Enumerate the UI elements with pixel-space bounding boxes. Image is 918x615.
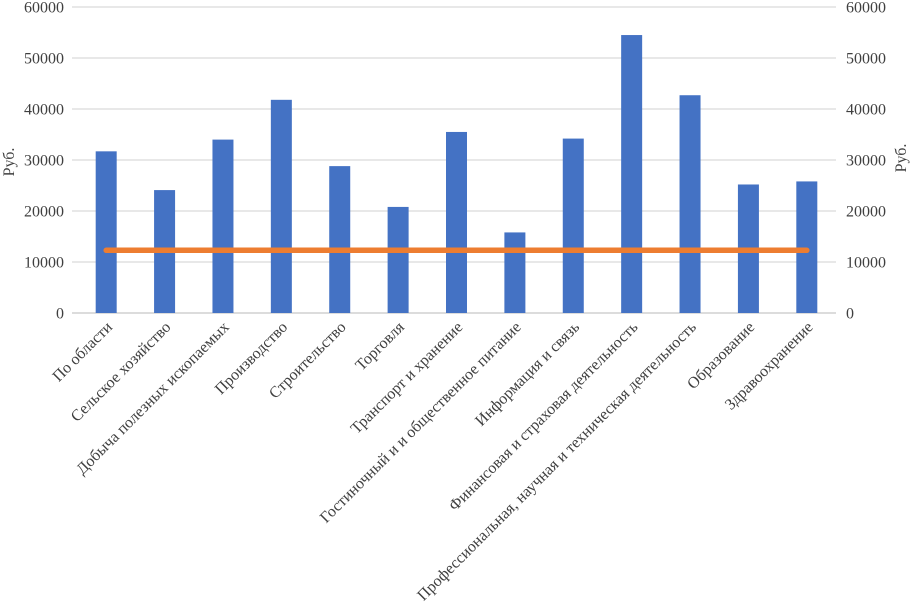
y-tick-label-right: 50000: [846, 51, 886, 68]
bar-4: [329, 166, 351, 313]
y-tick-label-right: 40000: [846, 102, 886, 119]
y-tick-label-right: 60000: [846, 0, 886, 17]
category-label-1: Сельское хозяйство: [68, 319, 175, 426]
y-tick-label-left: 20000: [24, 204, 64, 221]
bar-5: [387, 206, 409, 313]
y-tick-label-left: 50000: [24, 51, 64, 68]
bar-8: [562, 138, 584, 313]
bar-9: [621, 35, 643, 314]
category-label-6: Транспорт и хранение: [348, 319, 467, 438]
y-tick-label-right: 10000: [846, 255, 886, 272]
category-label-8: Информация и связь: [472, 319, 583, 430]
bar-6: [446, 131, 467, 313]
bar-3: [270, 99, 292, 313]
y-tick-label-left: 10000: [24, 255, 64, 272]
y-tick-label-left: 30000: [24, 153, 64, 170]
category-label-10: Профессиональная, научная и техническая …: [414, 319, 700, 605]
y-tick-label-left: 40000: [24, 102, 64, 119]
bar-7: [504, 232, 526, 313]
y-tick-label-right: 30000: [846, 153, 886, 170]
category-label-7: Гостиночный и и общественное питание: [317, 319, 525, 527]
bar-2: [212, 139, 234, 313]
bar-10: [679, 95, 701, 313]
y-tick-label-right: 20000: [846, 204, 886, 221]
bar-12: [796, 181, 818, 313]
bar-0: [95, 151, 117, 313]
y-tick-label-right: 0: [846, 306, 854, 323]
y-tick-label-left: 0: [56, 306, 64, 323]
category-label-5: Торговля: [352, 318, 408, 374]
y-axis-title-right: Руб.: [893, 144, 910, 173]
y-tick-label-left: 60000: [24, 0, 64, 17]
y-axis-title-left: Руб.: [1, 148, 18, 177]
